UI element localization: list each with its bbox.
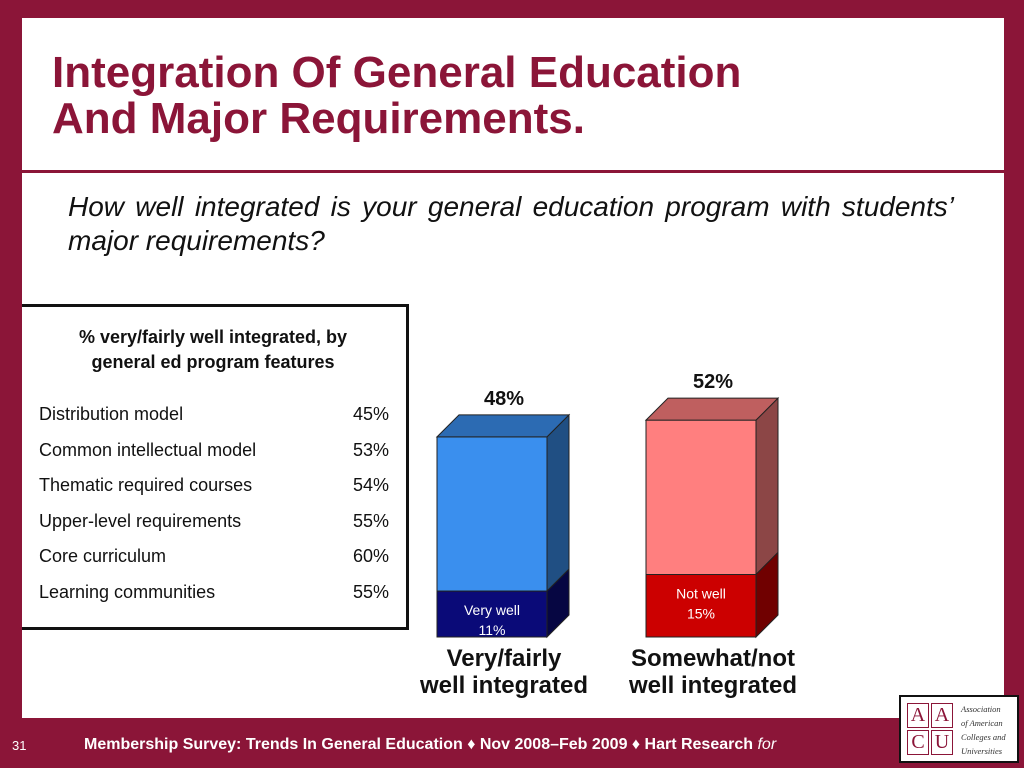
logo-letter: A xyxy=(907,703,929,728)
bar-upper-side xyxy=(546,413,570,593)
bar-total-label: 52% xyxy=(693,371,733,393)
footer: 31 Membership Survey: Trends In General … xyxy=(0,728,890,764)
table-title: % very/fairly well integrated, by genera… xyxy=(32,325,394,375)
bar-top-cap xyxy=(435,414,571,438)
table-row: Core curriculum 60% xyxy=(39,545,389,581)
category-label: Very/fairly xyxy=(447,645,562,672)
category-label: well integrated xyxy=(628,672,797,699)
row-label: Thematic required courses xyxy=(39,475,253,496)
row-value: 55% xyxy=(352,510,389,531)
logo-org-line: Association xyxy=(961,704,1001,714)
footer-main-text: Membership Survey: Trends In General Edu… xyxy=(84,736,758,753)
title-line-1: Integration Of General Education xyxy=(52,48,742,97)
bar-upper-side xyxy=(755,396,779,576)
logo-org-line: Universities xyxy=(961,746,1003,756)
logo-letter: U xyxy=(931,730,953,755)
bar-lower-side xyxy=(546,567,570,639)
page-number: 31 xyxy=(12,738,27,753)
category-label: well integrated xyxy=(419,672,588,699)
bar-upper-segment xyxy=(645,419,757,575)
segment-label: 15% xyxy=(687,605,715,621)
slide-title: Integration Of General Education And Maj… xyxy=(52,50,741,142)
bar-total-label: 48% xyxy=(484,388,524,410)
table-rows: Distribution model 45% Common intellectua… xyxy=(39,403,389,617)
segment-label: Very well xyxy=(464,602,520,618)
logo-org-line: Colleges and xyxy=(961,732,1006,742)
title-line-2: And Major Requirements. xyxy=(52,94,585,143)
row-label: Common intellectual model xyxy=(39,439,257,460)
slide: Integration Of General Education And Maj… xyxy=(22,18,1004,718)
row-value: 53% xyxy=(352,439,389,460)
row-value: 54% xyxy=(352,475,389,496)
row-value: 55% xyxy=(352,581,389,602)
footer-text: Membership Survey: Trends In General Edu… xyxy=(84,736,776,754)
bar-lower-side xyxy=(755,551,779,639)
title-area: Integration Of General Education And Maj… xyxy=(22,18,1004,173)
row-label: Learning communities xyxy=(39,581,216,602)
category-label: Somewhat/not xyxy=(631,645,795,672)
table-row: Upper-level requirements 55% xyxy=(39,510,389,546)
logo-org-line: of American xyxy=(961,718,1003,728)
bar-top-cap xyxy=(644,397,780,421)
table-row: Common intellectual model 53% xyxy=(39,439,389,475)
row-label: Core curriculum xyxy=(39,546,167,567)
row-label: Upper-level requirements xyxy=(39,510,242,531)
logo-letter: A xyxy=(931,703,953,728)
logo-org-name: Association of American Colleges and Uni… xyxy=(961,702,1017,758)
table-row: Learning communities 55% xyxy=(39,581,389,617)
segment-label: Not well xyxy=(676,585,726,601)
table-row: Thematic required courses 54% xyxy=(39,474,389,510)
row-label: Distribution model xyxy=(39,404,184,424)
row-value: 45% xyxy=(352,404,389,424)
table-title-line-2: general ed program features xyxy=(91,352,335,372)
table-row: Distribution model 45% xyxy=(39,403,389,439)
program-features-table: % very/fairly well integrated, by genera… xyxy=(22,304,409,630)
footer-suffix: for xyxy=(757,736,777,753)
aacu-logo: A A C U Association of American Colleges… xyxy=(899,695,1019,763)
segment-label: 11% xyxy=(479,622,506,638)
logo-letter: C xyxy=(907,730,929,755)
row-value: 60% xyxy=(352,546,389,567)
table-title-line-1: % very/fairly well integrated, by xyxy=(78,327,348,347)
survey-question: How well integrated is your general educ… xyxy=(68,191,954,256)
bar-upper-segment xyxy=(436,436,548,592)
